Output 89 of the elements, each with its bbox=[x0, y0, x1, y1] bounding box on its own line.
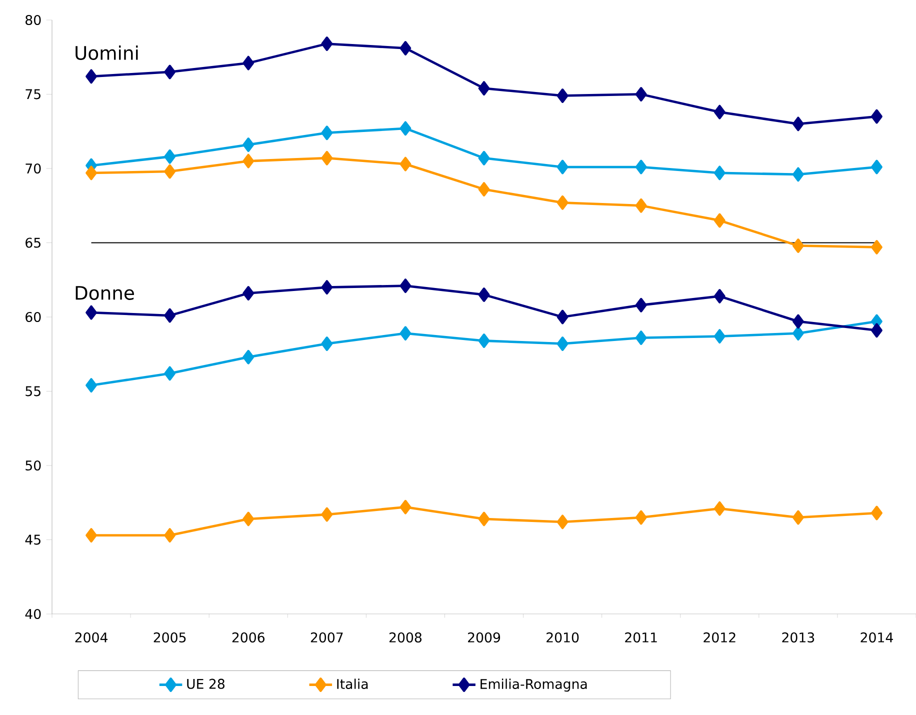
point bbox=[871, 506, 882, 520]
point bbox=[714, 501, 726, 516]
x-tick-label: 2013 bbox=[782, 632, 814, 642]
point bbox=[792, 116, 804, 132]
point bbox=[86, 528, 97, 542]
annotation: Donne bbox=[76, 286, 134, 300]
y-tick-label: 40 bbox=[25, 608, 41, 620]
point bbox=[321, 150, 333, 166]
y-tick-label: 65 bbox=[26, 238, 40, 248]
point bbox=[792, 167, 804, 182]
point bbox=[242, 56, 254, 70]
x-tick-label: 2010 bbox=[546, 632, 579, 642]
legend-label: UE 28 bbox=[187, 678, 224, 689]
point bbox=[556, 310, 568, 324]
point bbox=[321, 507, 333, 522]
point bbox=[86, 305, 97, 320]
point bbox=[556, 336, 568, 351]
point bbox=[321, 336, 333, 351]
y-tick-label: 60 bbox=[26, 312, 41, 322]
point bbox=[242, 138, 254, 152]
point bbox=[321, 280, 333, 294]
point bbox=[86, 69, 97, 84]
point bbox=[871, 160, 882, 174]
point bbox=[714, 166, 726, 180]
point bbox=[556, 160, 568, 174]
x-tick-label: 2011 bbox=[625, 632, 657, 642]
point bbox=[321, 126, 333, 140]
point bbox=[871, 109, 882, 124]
point bbox=[242, 350, 254, 364]
legend-label: Emilia-Romagna bbox=[480, 678, 587, 692]
point bbox=[871, 323, 882, 338]
point bbox=[635, 198, 647, 213]
point bbox=[164, 164, 176, 179]
point bbox=[400, 278, 412, 294]
point bbox=[400, 500, 412, 514]
y-tick-label: 55 bbox=[26, 386, 40, 396]
point bbox=[86, 378, 97, 393]
y-tick-label: 70 bbox=[26, 163, 41, 174]
x-tick-label: 2009 bbox=[468, 632, 500, 642]
point bbox=[242, 286, 254, 300]
point bbox=[871, 240, 882, 254]
point bbox=[164, 528, 176, 542]
point bbox=[714, 213, 726, 228]
point bbox=[400, 121, 412, 136]
point bbox=[164, 308, 176, 323]
point bbox=[635, 298, 647, 312]
point bbox=[478, 512, 490, 526]
point bbox=[478, 81, 490, 96]
y-tick-label: 80 bbox=[26, 14, 41, 26]
x-tick-label: 2014 bbox=[860, 632, 893, 642]
point bbox=[792, 326, 804, 341]
point bbox=[164, 366, 176, 381]
point bbox=[792, 238, 804, 253]
point bbox=[86, 166, 97, 180]
point bbox=[400, 326, 412, 341]
point bbox=[635, 87, 647, 102]
y-tick-label: 45 bbox=[25, 534, 40, 545]
point bbox=[164, 64, 176, 80]
x-tick-label: 2006 bbox=[232, 632, 264, 642]
point bbox=[714, 289, 726, 304]
point bbox=[478, 182, 490, 196]
point bbox=[321, 36, 333, 51]
point bbox=[714, 329, 726, 344]
annotation: Uomini bbox=[76, 46, 138, 60]
x-tick-label: 2012 bbox=[704, 632, 736, 642]
point bbox=[242, 512, 254, 526]
point bbox=[400, 41, 412, 56]
point bbox=[635, 160, 647, 174]
point bbox=[478, 288, 490, 302]
point bbox=[164, 149, 176, 164]
point bbox=[556, 514, 568, 530]
x-tick-label: 2008 bbox=[389, 632, 422, 642]
point bbox=[478, 150, 490, 166]
point bbox=[714, 104, 726, 120]
point bbox=[635, 510, 647, 525]
point bbox=[556, 88, 568, 103]
x-tick-label: 2005 bbox=[154, 632, 186, 642]
x-tick-label: 2004 bbox=[75, 632, 108, 642]
x-tick-label: 2007 bbox=[310, 632, 343, 642]
point bbox=[635, 330, 647, 345]
y-tick-label: 50 bbox=[26, 460, 41, 471]
point bbox=[792, 510, 804, 525]
legend-label: Italia bbox=[337, 678, 368, 690]
y-tick-label: 75 bbox=[26, 89, 40, 100]
point bbox=[792, 314, 804, 329]
point bbox=[556, 195, 568, 210]
point bbox=[242, 154, 254, 168]
point bbox=[400, 156, 412, 172]
point bbox=[478, 334, 490, 348]
